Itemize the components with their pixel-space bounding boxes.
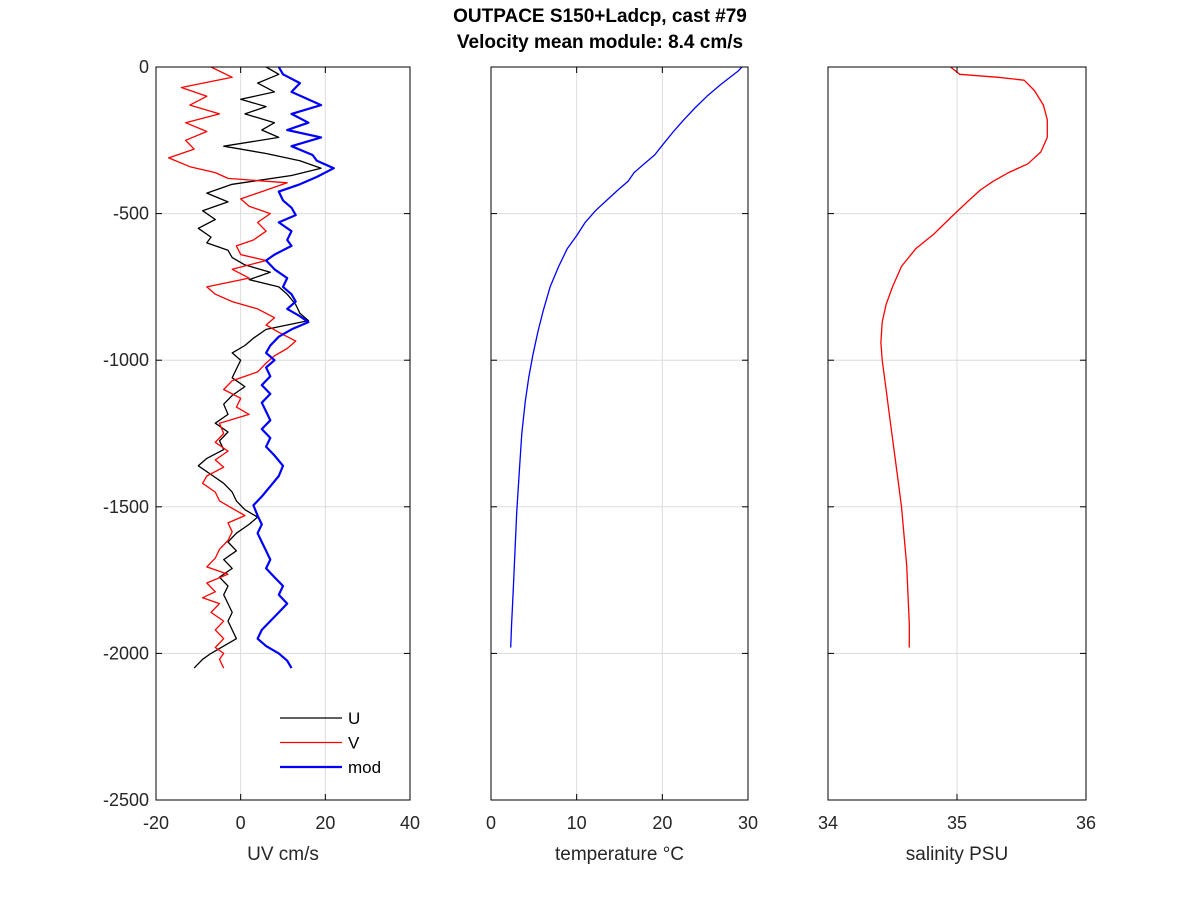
y-tick-label: -1500 bbox=[103, 497, 149, 517]
figure-title-line-2: Velocity mean module: 8.4 cm/s bbox=[456, 32, 744, 53]
axes-box bbox=[490, 66, 749, 801]
y-tick-label: 0 bbox=[139, 57, 149, 77]
y-tick-label: -2000 bbox=[103, 643, 149, 663]
y-tick-label: -1000 bbox=[103, 350, 149, 370]
axes-box bbox=[155, 66, 411, 801]
x-tick-label: 10 bbox=[567, 813, 587, 833]
series-line-mod bbox=[252, 66, 335, 669]
axes-panel-1: -20 0 20 40 0 -500 -1000 -1500 -2000 -2500 UV cm/s… bbox=[103, 57, 420, 865]
axes-background bbox=[491, 67, 748, 800]
x-axis-label: temperature °C bbox=[555, 844, 684, 865]
y-tick-label: -500 bbox=[113, 204, 149, 224]
legend-label-u: U bbox=[348, 709, 360, 728]
x-axis-label: UV cm/s bbox=[247, 844, 319, 865]
figure-title-line-1: OUTPACE S150+Ladcp, cast #79 bbox=[453, 6, 747, 27]
x-tick-label: 36 bbox=[1076, 813, 1096, 833]
x-tick-label: -20 bbox=[143, 813, 169, 833]
y-tick-label: -2500 bbox=[103, 790, 149, 810]
series-line-profile-2 bbox=[510, 66, 743, 648]
x-tick-label: 30 bbox=[738, 813, 758, 833]
x-tick-label: 0 bbox=[236, 813, 246, 833]
x-tick-label: 40 bbox=[400, 813, 420, 833]
series-line-u bbox=[193, 66, 322, 669]
series-line-profile-3 bbox=[880, 66, 1048, 648]
x-tick-label: 20 bbox=[315, 813, 335, 833]
x-tick-label: 20 bbox=[652, 813, 672, 833]
axes-panel-3: 34 35 36 salinity PSU bbox=[818, 66, 1096, 865]
series-line-v bbox=[168, 66, 297, 669]
legend-label-v: V bbox=[348, 734, 360, 753]
axes-panel-2: 0 10 20 30 temperature °C bbox=[486, 66, 758, 865]
x-tick-label: 0 bbox=[486, 813, 496, 833]
x-axis-label: salinity PSU bbox=[906, 844, 1008, 865]
x-tick-label: 34 bbox=[818, 813, 838, 833]
legend-label-mod: mod bbox=[348, 758, 381, 777]
x-tick-label: 35 bbox=[947, 813, 967, 833]
